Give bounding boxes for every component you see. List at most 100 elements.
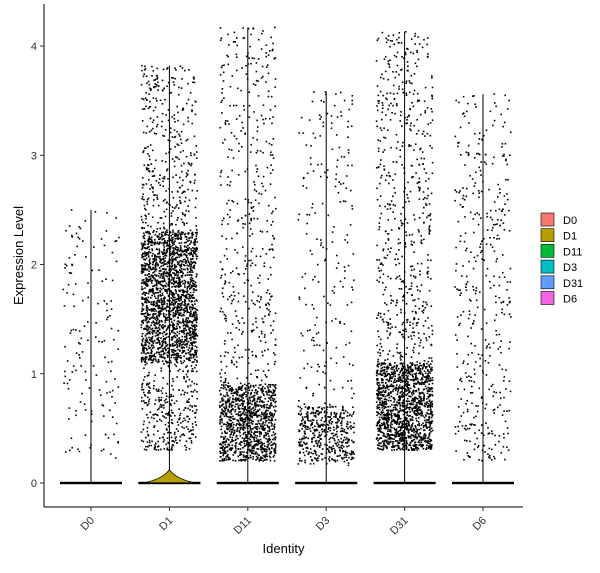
data-point — [167, 449, 170, 451]
data-point — [114, 402, 116, 404]
data-point — [266, 413, 268, 415]
data-point — [181, 212, 184, 214]
data-point — [185, 440, 188, 442]
data-point — [146, 322, 148, 324]
data-point — [272, 394, 275, 397]
data-point — [169, 307, 171, 309]
data-point — [262, 370, 265, 372]
data-point — [219, 401, 222, 403]
data-point — [151, 65, 153, 68]
data-point — [167, 295, 170, 298]
data-point — [188, 448, 191, 450]
data-point — [257, 58, 260, 60]
data-point — [172, 231, 174, 233]
data-point — [248, 116, 251, 118]
data-point — [252, 323, 254, 326]
data-point — [346, 442, 348, 444]
data-point — [250, 218, 252, 220]
data-point — [179, 65, 182, 67]
data-point — [250, 373, 252, 375]
data-point — [328, 422, 331, 424]
data-point — [145, 221, 147, 224]
data-point — [179, 271, 182, 274]
data-point — [324, 416, 326, 418]
data-point — [335, 318, 337, 320]
data-point — [351, 456, 353, 459]
data-point — [140, 248, 143, 251]
data-point — [268, 303, 270, 306]
data-point — [159, 309, 161, 312]
data-point — [109, 391, 111, 393]
category-points-D3 — [295, 91, 358, 485]
data-point — [188, 347, 191, 349]
data-point — [146, 283, 149, 286]
data-point — [274, 353, 276, 356]
data-point — [405, 371, 407, 374]
data-point — [259, 274, 261, 277]
data-point — [147, 331, 150, 334]
data-point — [146, 274, 148, 276]
data-point — [392, 388, 395, 391]
data-point — [165, 252, 167, 255]
data-point — [146, 198, 149, 201]
data-point — [157, 89, 159, 91]
data-point — [87, 296, 89, 299]
data-point — [191, 322, 194, 324]
data-point — [340, 422, 342, 424]
data-point — [148, 255, 150, 257]
data-point — [176, 251, 179, 254]
data-point — [178, 261, 180, 264]
data-point — [340, 424, 343, 427]
data-point — [237, 388, 240, 391]
data-point — [271, 418, 273, 420]
data-point — [182, 268, 185, 271]
data-point — [185, 318, 187, 321]
data-point — [311, 203, 314, 205]
data-point — [196, 391, 198, 393]
data-point — [154, 292, 157, 294]
data-point — [183, 162, 185, 165]
data-point — [224, 138, 226, 141]
data-point — [164, 129, 167, 131]
data-point — [179, 342, 181, 345]
data-point — [169, 131, 172, 134]
data-point — [169, 343, 172, 346]
data-point — [247, 401, 250, 404]
data-point — [253, 404, 256, 406]
data-point — [142, 268, 145, 271]
data-point — [177, 216, 179, 219]
data-point — [169, 250, 171, 252]
data-point — [261, 65, 264, 68]
data-point — [193, 261, 195, 263]
data-point — [267, 444, 269, 446]
data-point — [234, 446, 237, 448]
data-point — [191, 361, 194, 363]
data-point — [262, 421, 264, 423]
data-point — [185, 236, 188, 238]
data-point — [163, 251, 165, 254]
data-point — [185, 296, 188, 299]
data-point — [267, 72, 270, 75]
data-point — [323, 295, 325, 298]
data-point — [165, 152, 167, 155]
data-point — [114, 457, 117, 459]
data-point — [115, 422, 118, 425]
data-point — [299, 451, 301, 453]
data-point — [195, 157, 198, 159]
data-point — [175, 234, 178, 236]
data-point — [190, 300, 193, 302]
data-point — [182, 231, 184, 234]
data-point — [263, 448, 265, 451]
data-point — [165, 398, 167, 401]
data-point — [152, 260, 154, 263]
data-point — [243, 408, 245, 411]
data-point — [186, 401, 188, 403]
data-point — [387, 327, 390, 329]
data-point — [146, 339, 149, 341]
data-point — [173, 84, 176, 86]
data-point — [245, 414, 248, 416]
data-point — [220, 428, 222, 431]
data-point — [149, 347, 151, 349]
data-point — [270, 144, 273, 146]
data-point — [183, 341, 186, 343]
